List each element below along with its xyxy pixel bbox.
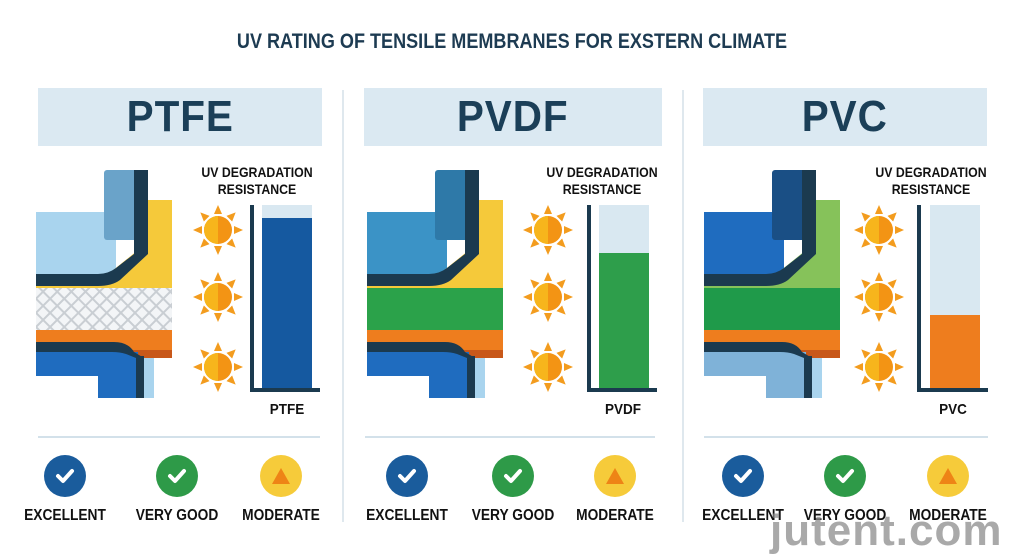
page-title: UV RATING OF TENSILE MEMBRANES FOR EXSTE… <box>236 30 788 53</box>
material-title: PTFE <box>126 92 234 141</box>
sun-icon <box>853 204 905 256</box>
rating-moderate: MODERATE <box>226 455 336 525</box>
rating-label: EXCELLENT <box>702 507 784 524</box>
uv-resistance-label: UV DEGRADATION RESISTANCE <box>536 164 668 198</box>
bar-fill <box>930 314 980 388</box>
sun-icon <box>522 341 574 393</box>
check-icon <box>824 455 866 497</box>
material-header: PVDF <box>364 88 662 146</box>
check-icon <box>386 455 428 497</box>
chart-y-axis <box>917 205 921 392</box>
sun-icon <box>853 271 905 323</box>
rating-excellent: EXCELLENT <box>688 455 798 525</box>
uv-label-line2: RESISTANCE <box>217 181 297 197</box>
uv-label-line2: RESISTANCE <box>891 181 971 197</box>
rating-label: EXCELLENT <box>24 507 106 524</box>
material-header: PVC <box>703 88 987 146</box>
check-icon <box>722 455 764 497</box>
warning-triangle-icon <box>594 455 636 497</box>
sun-icon <box>192 341 244 393</box>
rating-very-good: VERY GOOD <box>790 455 900 525</box>
rating-label: MODERATE <box>576 507 654 524</box>
bar-track <box>930 205 980 388</box>
rating-label: VERY GOOD <box>803 507 887 524</box>
sun-icon <box>192 204 244 256</box>
rating-moderate: MODERATE <box>893 455 1003 525</box>
rating-label: EXCELLENT <box>366 507 448 524</box>
bar-track <box>599 205 649 388</box>
bar-fill <box>262 217 312 388</box>
sun-icon <box>853 341 905 393</box>
sun-icon <box>522 271 574 323</box>
uv-label-line1: UV DEGRADATION <box>546 164 658 180</box>
material-title: PVDF <box>457 92 569 141</box>
check-icon <box>44 455 86 497</box>
sun-icon <box>522 204 574 256</box>
membrane-layer-diagram <box>36 170 176 398</box>
chart-x-axis <box>917 388 988 392</box>
rating-moderate: MODERATE <box>560 455 670 525</box>
bar-label: PVC <box>939 401 967 418</box>
rating-label: MODERATE <box>909 507 987 524</box>
chart-x-axis <box>250 388 320 392</box>
sun-icon <box>192 271 244 323</box>
chart-x-axis <box>587 388 657 392</box>
uv-label-line1: UV DEGRADATION <box>201 164 313 180</box>
rating-label: VERY GOOD <box>135 507 219 524</box>
membrane-layer-diagram <box>704 170 844 398</box>
section-divider <box>704 436 988 438</box>
membrane-layer-diagram <box>367 170 507 398</box>
rating-excellent: EXCELLENT <box>10 455 120 525</box>
rating-label: MODERATE <box>242 507 320 524</box>
bar-track <box>262 205 312 388</box>
rating-very-good: VERY GOOD <box>122 455 232 525</box>
chart-y-axis <box>587 205 591 392</box>
rating-excellent: EXCELLENT <box>352 455 462 525</box>
bar-label: PVDF <box>604 401 641 418</box>
section-divider <box>365 436 655 438</box>
check-icon <box>492 455 534 497</box>
rating-label: VERY GOOD <box>471 507 555 524</box>
warning-triangle-icon <box>927 455 969 497</box>
uv-label-line2: RESISTANCE <box>562 181 642 197</box>
bar-fill <box>599 252 649 388</box>
rating-very-good: VERY GOOD <box>458 455 568 525</box>
watermark: jutent.com <box>770 506 1003 555</box>
material-title: PVC <box>801 92 888 141</box>
uv-resistance-label: UV DEGRADATION RESISTANCE <box>191 164 323 198</box>
warning-triangle-icon <box>260 455 302 497</box>
bar-label: PTFE <box>269 401 305 418</box>
panel-divider <box>342 90 344 522</box>
uv-label-line1: UV DEGRADATION <box>875 164 987 180</box>
chart-y-axis <box>250 205 254 392</box>
section-divider <box>38 436 320 438</box>
panel-divider <box>682 90 684 522</box>
material-header: PTFE <box>38 88 322 146</box>
uv-resistance-label: UV DEGRADATION RESISTANCE <box>865 164 997 198</box>
check-icon <box>156 455 198 497</box>
